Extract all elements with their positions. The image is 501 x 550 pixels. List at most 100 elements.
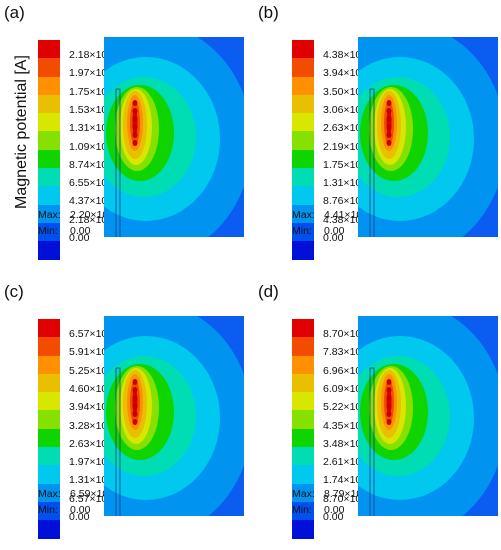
legend-row	[38, 40, 138, 59]
legend-value: 0.00	[323, 232, 344, 244]
legend-row	[292, 373, 392, 393]
legend-row	[292, 40, 392, 59]
legend-swatch	[38, 222, 60, 242]
core-outline	[369, 88, 375, 237]
legend-swatch	[38, 241, 60, 260]
legend-swatch	[38, 337, 60, 356]
legend-swatch	[292, 149, 314, 169]
legend-swatch	[38, 131, 60, 150]
contour-plot	[358, 37, 498, 237]
legend-row	[292, 186, 392, 205]
legend-row	[292, 410, 392, 429]
panel-b: (b) 4.38×10⁻⁴ 3.94×10⁻⁴ 3.50×10⁻⁴ 3.06×10⁻⁴ 2…	[258, 3, 498, 260]
legend-row	[38, 131, 138, 150]
coil-dot	[132, 124, 138, 130]
legend-row	[38, 501, 138, 521]
coil-dot	[132, 132, 138, 138]
coil-dot	[132, 116, 138, 122]
legend-row	[38, 337, 138, 356]
panel-label: (c)	[4, 282, 24, 301]
legend-swatch	[292, 241, 314, 260]
legend-swatch	[292, 501, 314, 521]
contour-plot	[104, 316, 244, 516]
coil-dot	[132, 140, 138, 146]
legend-swatch	[292, 392, 314, 411]
coil-dot	[132, 100, 138, 106]
legend-value: 0.00	[323, 511, 344, 523]
legend-swatch	[38, 58, 60, 77]
legend-row	[38, 76, 138, 95]
legend-swatch	[292, 40, 314, 59]
legend-swatch	[292, 465, 314, 484]
legend-row	[292, 222, 392, 242]
core-outline	[369, 367, 375, 516]
min-readout: Min: 0.00	[38, 503, 90, 517]
legend-swatch	[292, 222, 314, 242]
legend-swatch	[292, 113, 314, 132]
contour-band	[132, 388, 138, 416]
legend-swatch	[292, 447, 314, 466]
legend-row	[292, 204, 392, 223]
legend-row	[38, 465, 138, 484]
legend-row	[292, 428, 392, 448]
legend-row	[292, 131, 392, 150]
legend-row	[292, 113, 392, 132]
min-readout: Min: 0.00	[292, 503, 344, 517]
legend-swatch	[292, 337, 314, 356]
panel-c: (c) 6.57×10⁻⁴ 5.91×10⁻⁴ 5.25×10⁻⁴ 4.60×10⁻⁴ 3…	[4, 282, 244, 539]
panel-a: (a) 2.18×10⁻⁴ 1.97×10⁻⁴ 1.75×10⁻⁴ 1.53×10⁻⁴ 1…	[4, 3, 244, 260]
legend-row	[38, 373, 138, 393]
legend-swatch	[38, 373, 60, 393]
core-outline	[115, 88, 121, 237]
max-label: Max:	[38, 209, 61, 221]
legend-row	[38, 355, 138, 374]
contour-band	[386, 388, 392, 416]
legend-row	[38, 186, 138, 205]
legend-value: 0.00	[69, 232, 90, 244]
legend-row	[292, 392, 392, 411]
coil-dot	[386, 100, 392, 106]
legend-swatch	[292, 410, 314, 429]
min-label: Min:	[292, 225, 312, 237]
min-readout: Min: 0.00	[292, 224, 344, 238]
coil-dot	[132, 395, 138, 401]
coil-dot	[386, 108, 392, 114]
panel-d: (d) 8.70×10⁻⁴ 7.83×10⁻⁴ 6.96×10⁻⁴ 6.09×10⁻⁴ 5…	[258, 282, 498, 539]
min-value: 0.00	[70, 225, 91, 237]
legend-row	[292, 501, 392, 521]
legend-row	[38, 520, 138, 539]
min-value: 0.00	[70, 504, 91, 516]
legend-swatch	[292, 319, 314, 338]
legend-value: 0.00	[69, 511, 90, 523]
coil-dot	[386, 116, 392, 122]
legend-swatch	[292, 94, 314, 114]
coil-dot	[386, 395, 392, 401]
legend-swatch	[38, 94, 60, 114]
legend-swatch	[292, 428, 314, 448]
coil-dot	[386, 403, 392, 409]
legend-row	[38, 319, 138, 338]
min-value: 0.00	[324, 504, 345, 516]
legend-row	[38, 168, 138, 187]
panel-label: (d)	[258, 282, 279, 301]
coil-dot	[132, 379, 138, 385]
legend-row	[38, 94, 138, 114]
legend-row	[38, 410, 138, 429]
legend-row	[292, 58, 392, 77]
legend-swatch	[38, 392, 60, 411]
coil-dot	[386, 140, 392, 146]
legend-swatch	[38, 410, 60, 429]
legend-row	[38, 392, 138, 411]
coil-dot	[386, 124, 392, 130]
legend-swatch	[38, 355, 60, 374]
legend-row	[292, 520, 392, 539]
legend-swatch	[292, 483, 314, 502]
color-legend: 2.18×10⁻⁴ 1.97×10⁻⁴ 1.75×10⁻⁴ 1.53×10⁻⁴ 1.31…	[38, 40, 138, 260]
coil-dot	[132, 403, 138, 409]
legend-row	[38, 447, 138, 466]
legend-row	[292, 483, 392, 502]
legend-row	[292, 168, 392, 187]
legend-row	[292, 465, 392, 484]
legend-swatch	[292, 58, 314, 77]
legend-swatch	[292, 373, 314, 393]
